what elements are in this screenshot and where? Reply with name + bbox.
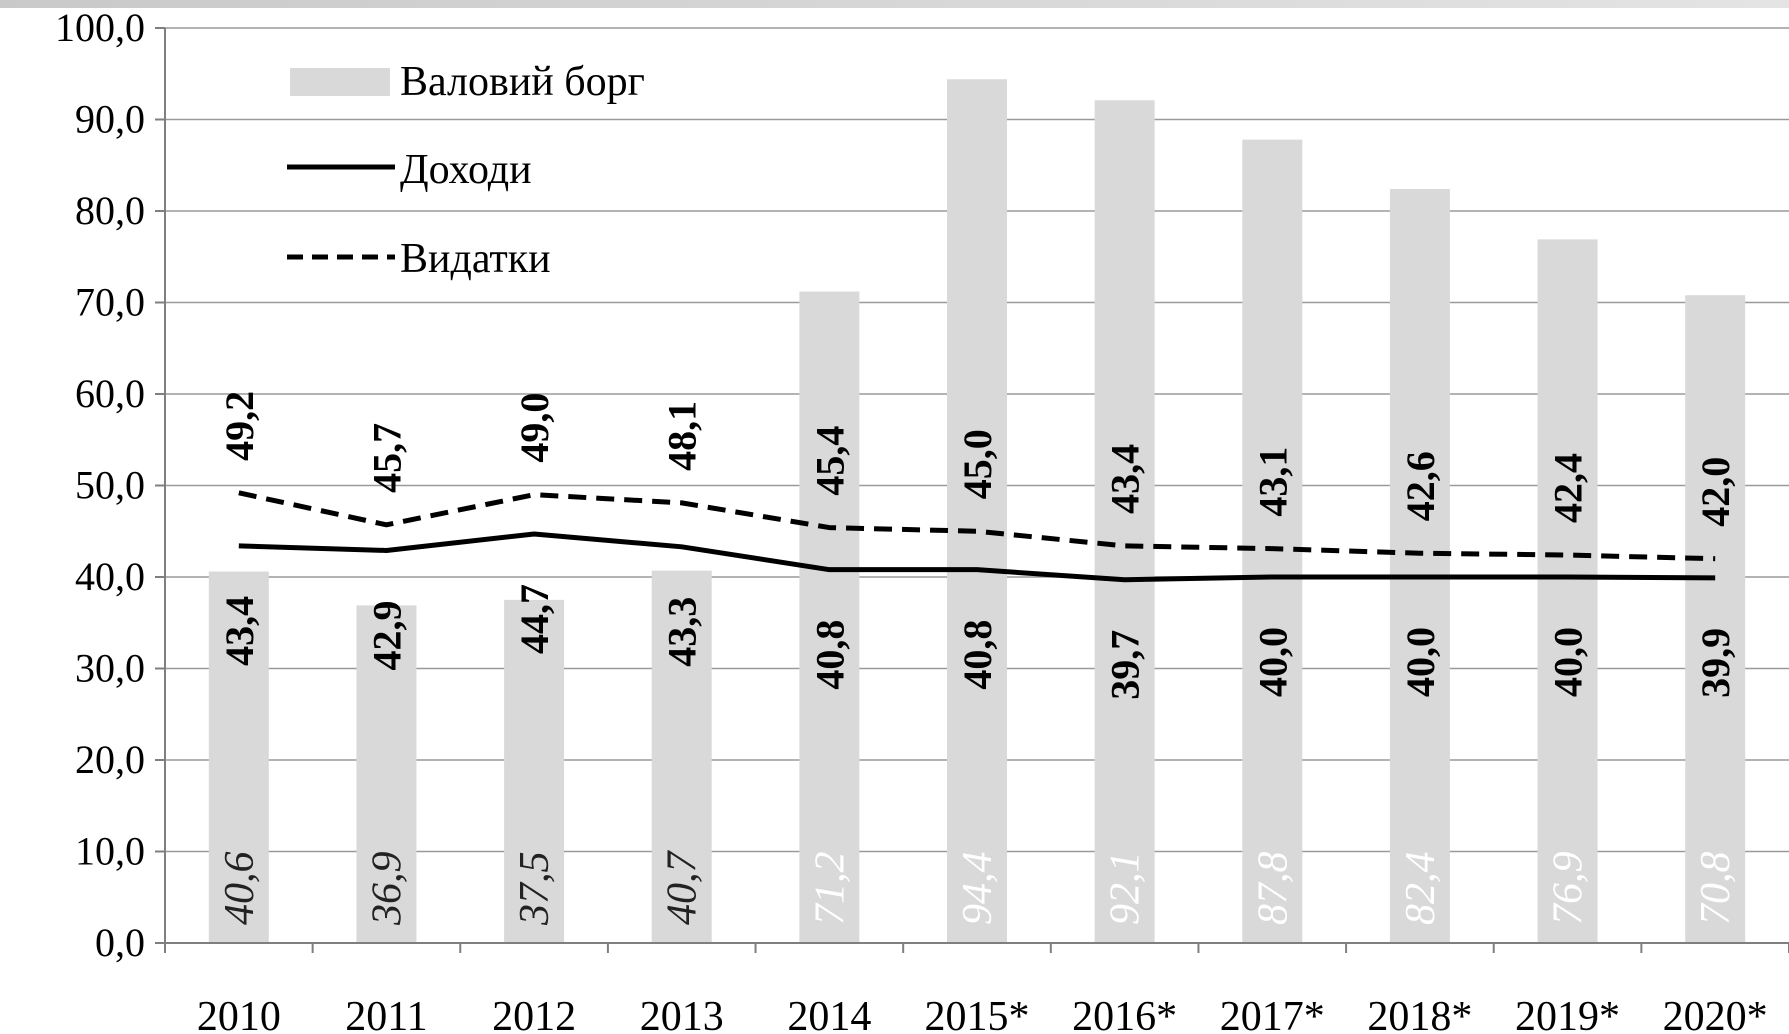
bar	[504, 599, 565, 943]
line-layer	[238, 490, 1716, 583]
y-tick-label: 40,0	[75, 554, 145, 599]
bar	[799, 291, 860, 943]
bar	[1685, 295, 1746, 943]
revenue-value-label: 40,0	[1398, 627, 1443, 697]
y-tick-label: 10,0	[75, 829, 145, 874]
x-tick-label: 2020*	[1663, 994, 1768, 1034]
revenue-value-label: 44,7	[512, 584, 557, 654]
legend-layer: Валовий борг Доходи Видатки	[287, 59, 645, 282]
bar	[1537, 239, 1598, 944]
x-tick-label: 2015*	[925, 994, 1030, 1034]
revenue-value-label: 43,3	[660, 597, 705, 667]
bar	[651, 570, 712, 943]
bar-value-label: 40,7	[660, 850, 706, 926]
label-layer: 40,6 36,9 37,5 40,7 71,2 94,4 92,1 87,8 82,4 76,9…	[217, 391, 1739, 926]
revenue-value-label: 43,4	[217, 596, 262, 666]
revenue-value-label: 40,0	[1546, 627, 1591, 697]
bar-value-label: 71,2	[807, 852, 853, 926]
legend-swatch-debt	[290, 68, 390, 96]
bar-value-label: 87,8	[1250, 852, 1296, 926]
y-tick-label: 50,0	[75, 463, 145, 508]
expenses-value-label: 45,0	[955, 429, 1000, 499]
bar-value-label: 76,9	[1546, 852, 1592, 926]
expenses-value-label: 45,7	[364, 423, 409, 493]
bar-value-label: 37,5	[512, 852, 558, 927]
bar-layer	[208, 79, 1746, 944]
bar-value-label: 36,9	[364, 852, 410, 927]
expenses-value-label: 42,6	[1398, 451, 1443, 521]
expenses-value-label: 49,2	[217, 391, 262, 461]
x-tick-label: 2018*	[1367, 994, 1472, 1034]
revenue-value-label: 40,8	[955, 620, 1000, 690]
x-tick-label: 2014	[787, 994, 871, 1034]
expenses-line	[238, 490, 1716, 562]
y-tick-label: 30,0	[75, 646, 145, 691]
expenses-value-label: 48,1	[660, 401, 705, 471]
legend-label-expenses: Видатки	[400, 236, 551, 282]
revenue-value-label: 42,9	[364, 600, 409, 670]
x-tick-label: 2016*	[1072, 994, 1177, 1034]
expenses-value-label: 42,0	[1693, 457, 1738, 527]
bar-value-label: 40,6	[217, 852, 263, 926]
revenue-value-label: 40,0	[1250, 627, 1295, 697]
x-tick-label: 2017*	[1220, 994, 1325, 1034]
expenses-value-label: 43,4	[1103, 444, 1148, 514]
bar	[1094, 100, 1155, 943]
bar-value-label: 92,1	[1103, 852, 1149, 926]
bar-value-label: 82,4	[1398, 852, 1444, 926]
bar	[1389, 189, 1450, 944]
bar-value-label: 94,4	[955, 852, 1001, 926]
bar	[947, 79, 1007, 944]
x-tick-label: 2013	[640, 994, 724, 1034]
axis-layer: 0,0 10,0 20,0 30,0 40,0 50,0 60,0 70,0 80,0 90,0 1…	[55, 5, 1789, 1034]
top-strip	[0, 0, 1789, 8]
x-tick-label: 2019*	[1515, 994, 1620, 1034]
revenue-value-label: 39,7	[1103, 630, 1148, 700]
expenses-value-label: 43,1	[1250, 447, 1295, 517]
y-tick-label: 60,0	[75, 371, 145, 416]
expenses-value-label: 45,4	[807, 426, 852, 496]
x-tick-label: 2012	[492, 994, 576, 1034]
revenue-value-label: 40,8	[807, 620, 852, 690]
legend-label-revenue: Доходи	[400, 147, 532, 193]
y-tick-label: 90,0	[75, 97, 145, 142]
bar	[208, 571, 269, 943]
y-tick-label: 0,0	[95, 920, 145, 965]
y-tick-label: 70,0	[75, 280, 145, 325]
y-tick-label: 20,0	[75, 737, 145, 782]
bar	[1242, 139, 1303, 943]
x-tick-label: 2011	[345, 994, 427, 1034]
revenue-value-label: 39,9	[1693, 628, 1738, 698]
expenses-value-label: 42,4	[1546, 453, 1591, 523]
expenses-value-label: 49,0	[512, 393, 557, 463]
x-tick-label: 2010	[197, 994, 281, 1034]
revenue-line	[238, 531, 1716, 583]
legend-label-debt: Валовий борг	[400, 59, 645, 105]
bar-value-label: 70,8	[1693, 852, 1739, 926]
bar	[356, 605, 417, 943]
y-tick-label: 100,0	[55, 5, 145, 50]
y-tick-label: 80,0	[75, 188, 145, 233]
